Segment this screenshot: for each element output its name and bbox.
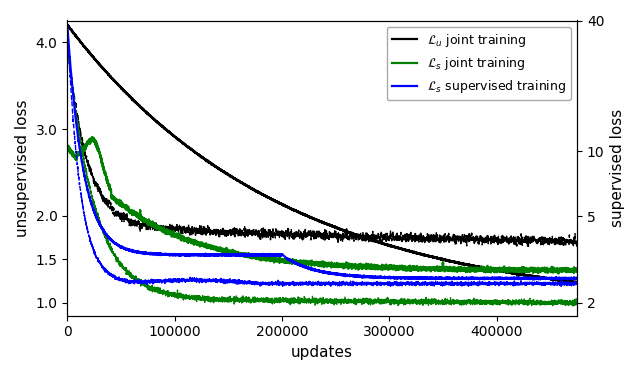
Line: $\mathcal{L}_s$ joint training: $\mathcal{L}_s$ joint training xyxy=(67,137,577,274)
$\mathcal{L}_s$ joint training xyxy=(88,135,96,139)
$\mathcal{L}_s$ supervised training xyxy=(569,276,577,281)
$\mathcal{L}_s$ supervised training xyxy=(573,276,581,280)
$\mathcal{L}_s$ supervised training xyxy=(63,23,71,28)
$\mathcal{L}_u$ joint training xyxy=(292,209,300,213)
$\mathcal{L}_s$ joint training xyxy=(573,268,581,273)
Y-axis label: supervised loss: supervised loss xyxy=(610,109,625,227)
$\mathcal{L}_u$ joint training xyxy=(63,23,71,27)
$\mathcal{L}_s$ supervised training xyxy=(292,261,300,266)
$\mathcal{L}_u$ joint training xyxy=(573,280,581,285)
$\mathcal{L}_u$ joint training xyxy=(188,147,195,152)
$\mathcal{L}_u$ joint training xyxy=(571,280,579,285)
X-axis label: updates: updates xyxy=(291,345,353,360)
$\mathcal{L}_s$ joint training xyxy=(555,272,563,276)
Line: $\mathcal{L}_u$ joint training: $\mathcal{L}_u$ joint training xyxy=(67,25,577,283)
$\mathcal{L}_s$ supervised training xyxy=(182,253,189,258)
$\mathcal{L}_s$ joint training xyxy=(63,146,71,150)
$\mathcal{L}_s$ joint training xyxy=(184,236,192,240)
Line: $\mathcal{L}_s$ supervised training: $\mathcal{L}_s$ supervised training xyxy=(67,26,577,279)
$\mathcal{L}_s$ joint training xyxy=(292,261,300,265)
$\mathcal{L}_s$ supervised training xyxy=(537,277,545,282)
$\mathcal{L}_s$ joint training xyxy=(255,255,263,259)
$\mathcal{L}_s$ supervised training xyxy=(255,253,263,257)
$\mathcal{L}_u$ joint training xyxy=(255,190,263,195)
Legend: $\mathcal{L}_u$ joint training, $\mathcal{L}_s$ joint training, $\mathcal{L}_s$ : $\mathcal{L}_u$ joint training, $\mathca… xyxy=(387,27,571,100)
$\mathcal{L}_u$ joint training xyxy=(569,280,577,284)
Y-axis label: unsupervised loss: unsupervised loss xyxy=(15,99,30,237)
$\mathcal{L}_s$ supervised training xyxy=(184,253,192,257)
$\mathcal{L}_u$ joint training xyxy=(63,22,71,27)
$\mathcal{L}_s$ supervised training xyxy=(187,252,195,257)
$\mathcal{L}_u$ joint training xyxy=(184,145,192,149)
$\mathcal{L}_s$ joint training xyxy=(570,268,577,272)
$\mathcal{L}_u$ joint training xyxy=(182,143,189,148)
$\mathcal{L}_s$ joint training xyxy=(188,238,195,243)
$\mathcal{L}_s$ joint training xyxy=(182,237,189,242)
